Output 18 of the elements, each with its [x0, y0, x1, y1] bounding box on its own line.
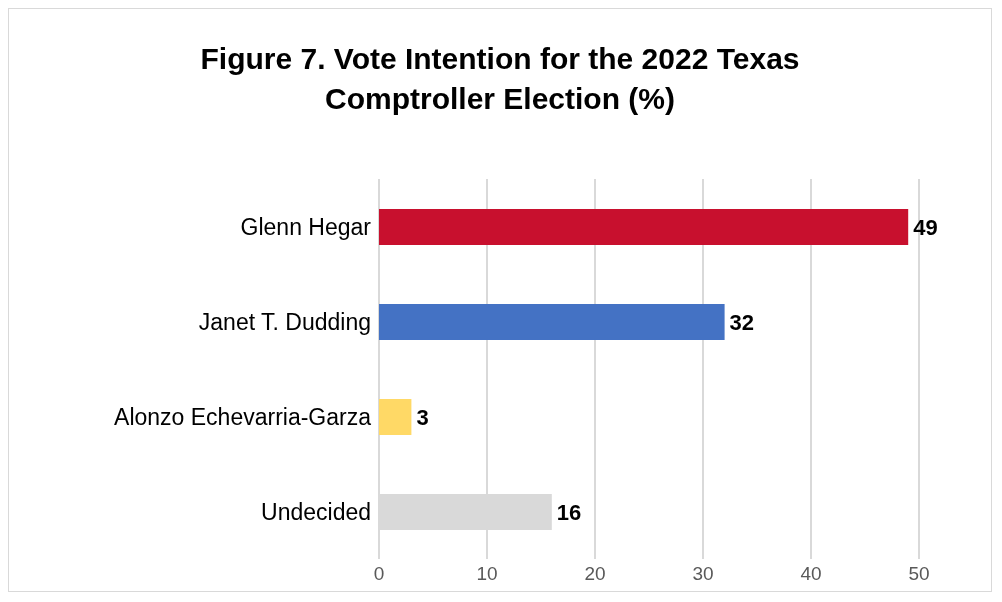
data-label: 32 [729, 309, 755, 335]
bar [379, 209, 909, 245]
y-tick-label: Undecided [261, 498, 371, 525]
chart-title: Figure 7. Vote Intention for the 2022 Texas Comptroller Election (%) [200, 41, 800, 117]
bar [379, 399, 412, 435]
x-tick-label: 0 [373, 563, 385, 585]
x-tick-label: 30 [692, 563, 714, 585]
bar [379, 304, 725, 340]
data-label: 49 [913, 214, 938, 240]
y-tick-label: Glenn Hegar [240, 213, 372, 240]
x-tick-label: 20 [584, 563, 606, 585]
x-tick-label: 50 [908, 563, 930, 585]
x-tick-label: 10 [476, 563, 498, 585]
data-label: 3 [416, 404, 429, 430]
y-tick-label: Alonzo Echevarria-Garza [114, 403, 372, 430]
x-tick-label: 40 [800, 563, 822, 585]
y-tick-label: Janet T. Dudding [198, 308, 371, 335]
data-label: 16 [556, 499, 582, 525]
